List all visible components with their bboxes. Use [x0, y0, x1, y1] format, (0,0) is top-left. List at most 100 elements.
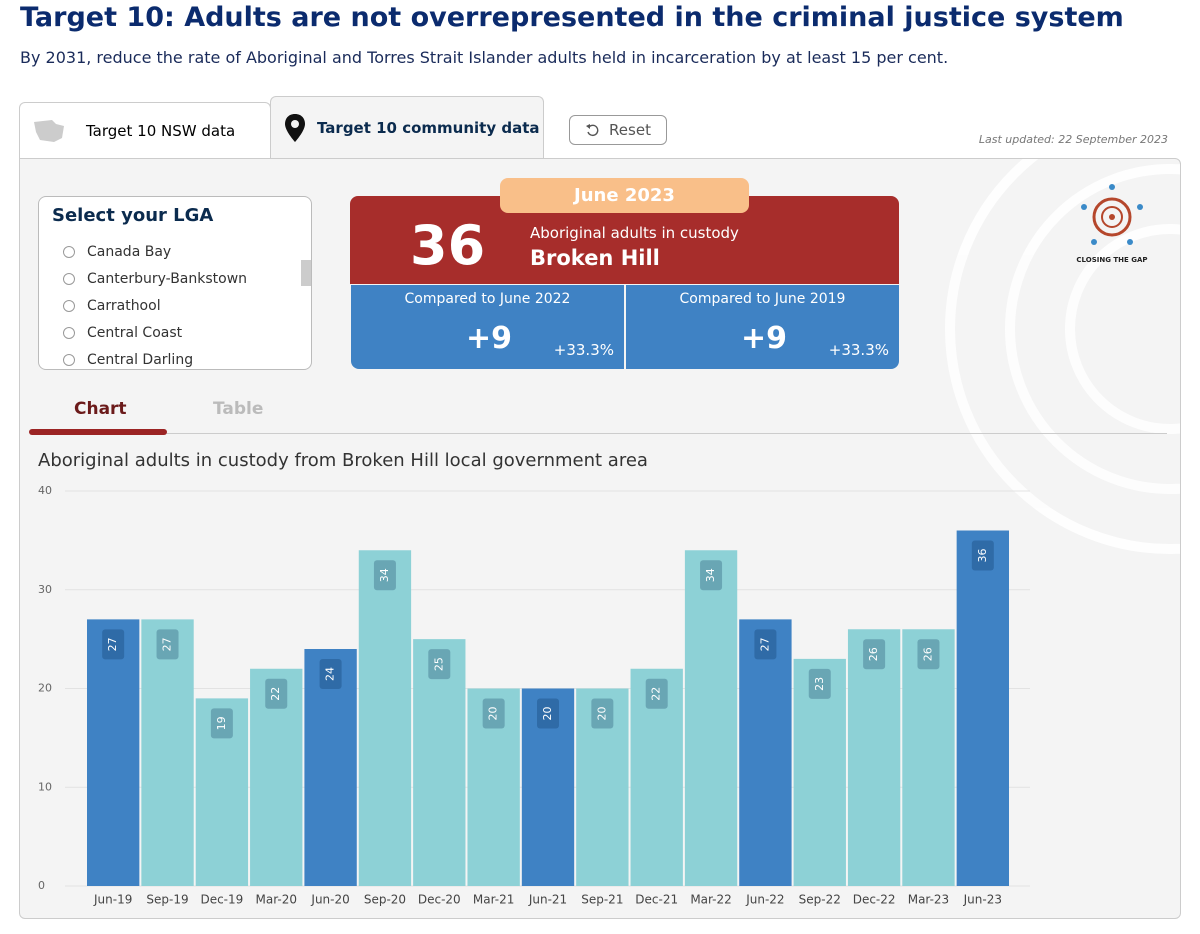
bar [358, 550, 412, 886]
tab-label: Target 10 NSW data [86, 121, 236, 140]
x-tick-label: Dec-19 [200, 893, 243, 907]
y-tick-label: 10 [38, 780, 52, 793]
bar [250, 668, 303, 886]
bar [847, 629, 901, 886]
lga-option[interactable]: Carrathool [39, 292, 311, 319]
bar [902, 629, 955, 886]
summary-top: 36 Aboriginal adults in custody Broken H… [350, 196, 899, 284]
comparison-percent: +33.3% [828, 341, 889, 359]
comparison-label: Compared to June 2019 [679, 291, 846, 307]
x-tick-label: Sep-19 [146, 893, 188, 907]
x-tick-label: Dec-20 [418, 893, 461, 907]
lga-option-label: Central Coast [87, 324, 183, 341]
lga-option[interactable]: Central Darling [39, 346, 311, 369]
x-tick-label: Dec-22 [853, 893, 896, 907]
value-label: 27 [106, 637, 119, 651]
page-title: Target 10: Adults are not overrepresente… [20, 2, 1124, 33]
y-tick-label: 30 [38, 583, 52, 596]
bar [195, 698, 249, 886]
tab-community[interactable]: Target 10 community data [270, 96, 544, 159]
tab-underline [29, 429, 167, 435]
logo-icon [1081, 184, 1143, 245]
x-tick-label: Jun-22 [745, 893, 784, 907]
value-label: 25 [432, 657, 445, 671]
value-label-box [156, 629, 179, 660]
bar [576, 688, 629, 886]
lga-option[interactable]: Canada Bay [39, 238, 311, 265]
radio [63, 326, 75, 339]
x-tick-label: Mar-22 [690, 893, 731, 907]
pin-icon [285, 114, 305, 142]
bar [793, 658, 846, 886]
y-tick-label: 0 [38, 879, 45, 892]
lga-options: Canada Bay Canterbury-Bankstown Carrathool… [39, 238, 311, 369]
lga-option[interactable]: Canterbury-Bankstown [39, 265, 311, 292]
background-decor [945, 159, 1180, 554]
x-tick-label: Mar-23 [908, 893, 949, 907]
x-tick-label: Jun-23 [963, 893, 1002, 907]
bar [413, 639, 466, 886]
value-label: 24 [324, 667, 337, 681]
bar [684, 550, 738, 886]
value-label-box [754, 629, 777, 660]
tab-nsw[interactable]: Target 10 NSW data [19, 102, 271, 158]
summary-value: 36 [410, 214, 486, 277]
chart: 0 10 20 30 40 Jun-19 27 Sep-19 27 Dec-19 19 Mar-20 2… [38, 484, 1030, 907]
comparison-label: Compared to June 2022 [404, 291, 571, 307]
lga-option-label: Central Darling [87, 351, 194, 368]
value-label-box [700, 560, 723, 591]
x-tick-label: Sep-20 [364, 893, 406, 907]
reset-icon [586, 124, 599, 137]
value-label: 19 [215, 716, 228, 730]
value-label: 23 [813, 677, 826, 691]
value-label-box [373, 560, 396, 591]
bar [467, 688, 520, 886]
lga-option-label: Canterbury-Bankstown [87, 270, 248, 287]
x-tick-label: Mar-20 [255, 893, 296, 907]
value-label-box [971, 540, 994, 571]
reset-button[interactable]: Reset [569, 115, 667, 145]
lga-option-label: Carrathool [87, 297, 161, 314]
value-label: 20 [595, 707, 608, 721]
comparison-percent: +33.3% [553, 341, 614, 359]
lga-option-label: Canada Bay [87, 243, 172, 260]
value-label: 36 [976, 549, 989, 563]
x-tick-label: Sep-21 [581, 893, 623, 907]
comparison-change: +9 [741, 321, 788, 356]
x-tick-label: Jun-21 [528, 893, 567, 907]
value-label: 34 [378, 568, 391, 582]
value-label: 26 [867, 647, 880, 661]
value-label: 27 [161, 637, 174, 651]
comparison-card: Compared to June 2019 +9 +33.3% [626, 285, 899, 369]
radio [63, 353, 75, 366]
value-label: 26 [921, 647, 934, 661]
logo: CLOSING THE GAP [1072, 182, 1152, 264]
bar [956, 530, 1009, 886]
x-tick-label: Jun-19 [93, 893, 132, 907]
reset-label: Reset [609, 121, 651, 139]
comparison-change: +9 [466, 321, 513, 356]
radio [63, 272, 75, 285]
bar [304, 649, 357, 886]
bar [630, 668, 683, 886]
view-tab-table[interactable]: Table [213, 399, 264, 419]
tab-divider [30, 433, 1167, 434]
x-tick-label: Dec-21 [635, 893, 678, 907]
bar [141, 619, 194, 886]
summary-period: June 2023 [500, 178, 749, 213]
value-label-box [645, 678, 668, 709]
lga-option[interactable]: Central Coast [39, 319, 311, 346]
bar [87, 619, 140, 886]
tab-label: Target 10 community data [317, 119, 540, 137]
summary-label: Aboriginal adults in custody [530, 224, 739, 242]
logo-text: CLOSING THE GAP [1076, 256, 1148, 264]
value-label: 20 [541, 707, 554, 721]
summary-lga: Broken Hill [530, 246, 660, 270]
x-tick-label: Jun-20 [310, 893, 349, 907]
value-label-box [319, 659, 342, 689]
y-tick-label: 20 [38, 682, 52, 695]
view-tab-chart[interactable]: Chart [74, 399, 127, 419]
last-updated: Last updated: 22 September 2023 [978, 133, 1168, 146]
page-subtitle: By 2031, reduce the rate of Aboriginal a… [20, 48, 949, 67]
